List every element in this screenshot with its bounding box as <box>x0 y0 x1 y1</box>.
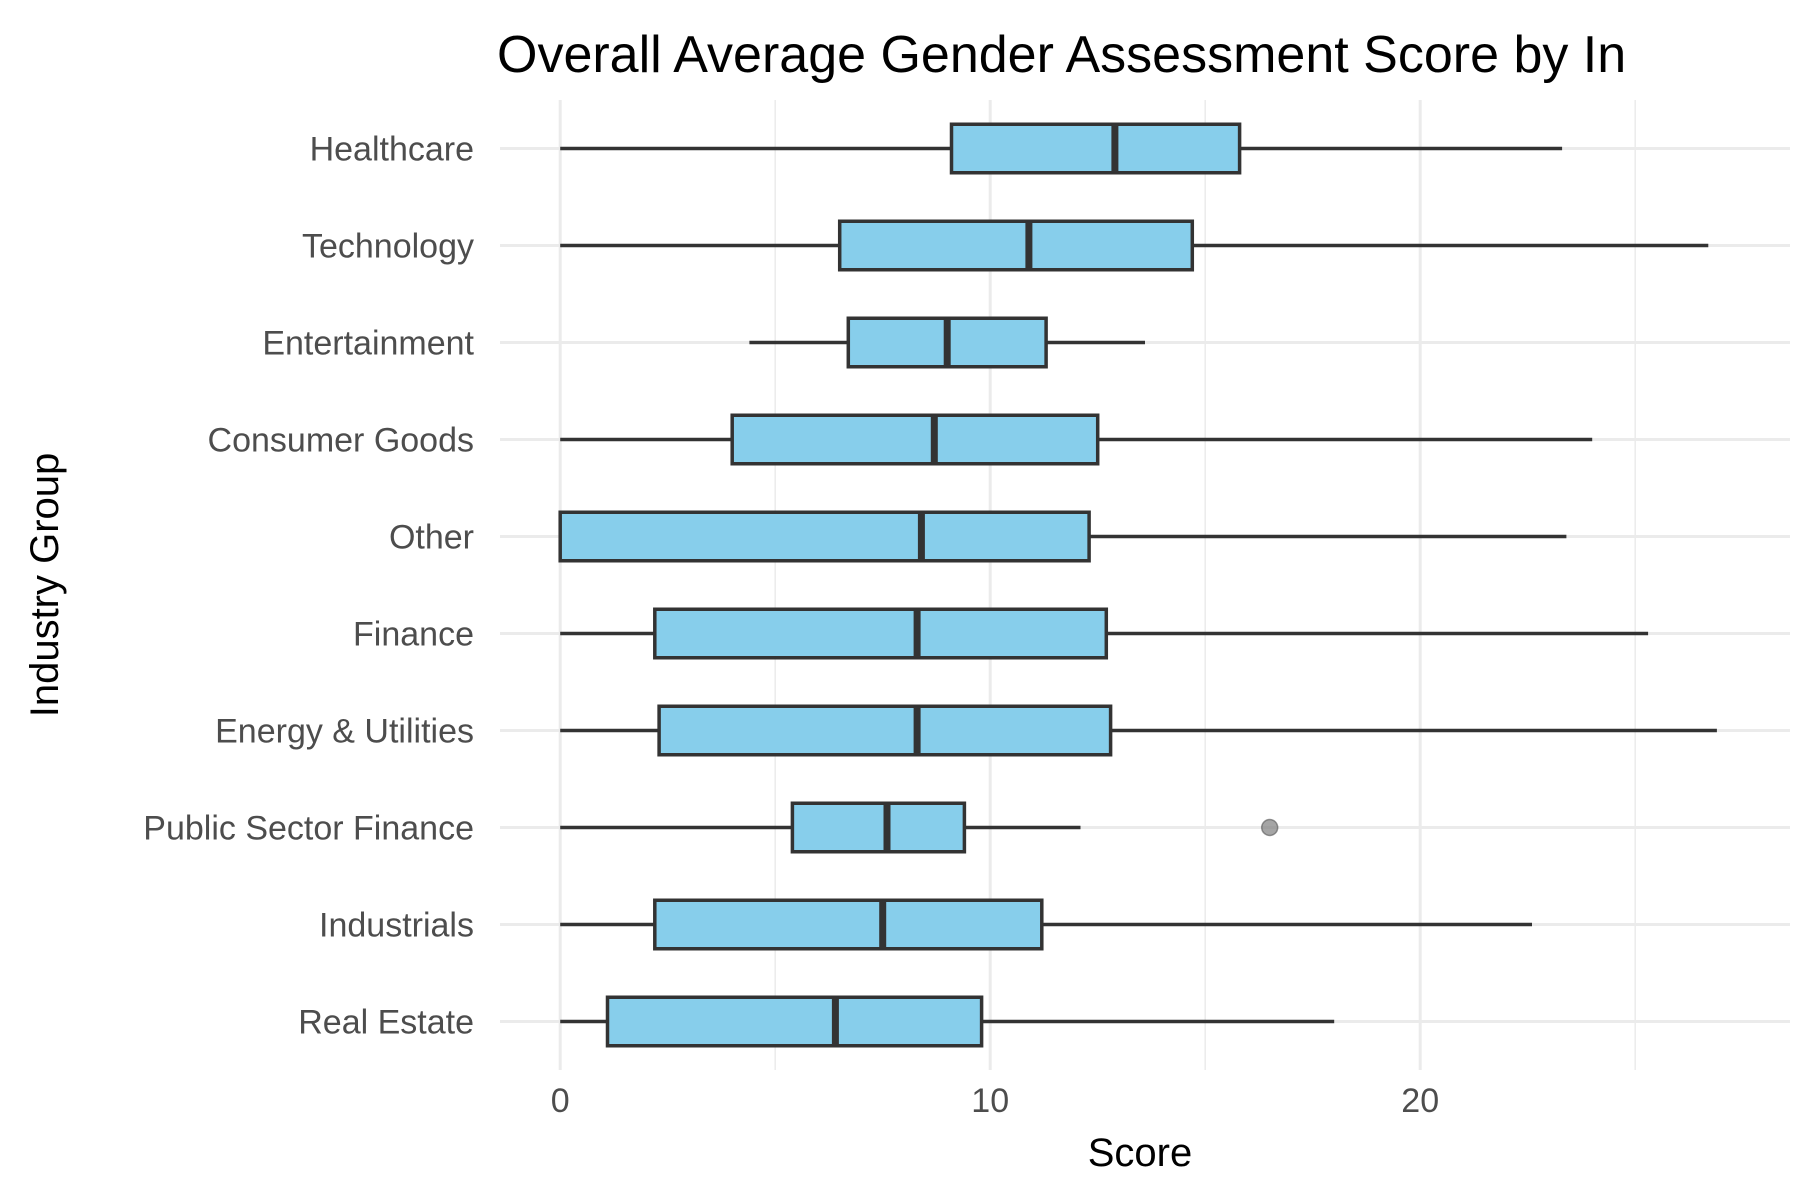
y-tick-label: Consumer Goods <box>208 422 474 460</box>
box-entertainment <box>749 316 1145 369</box>
iqr-box <box>949 122 1242 175</box>
x-axis-title: Score <box>1088 1131 1193 1175</box>
iqr-box <box>558 510 1091 563</box>
iqr-box <box>790 801 967 854</box>
y-tick-label: Entertainment <box>262 325 474 363</box>
y-tick-label: Real Estate <box>298 1004 474 1042</box>
iqr-box <box>653 607 1109 660</box>
y-axis-ticks: Healthcare Technology Entertainment Consume… <box>143 131 474 1042</box>
y-tick-label: Other <box>389 519 474 557</box>
box-industrials <box>560 898 1532 951</box>
x-axis-ticks: 0 10 20 <box>551 1082 1439 1120</box>
iqr-box <box>730 413 1100 466</box>
iqr-box <box>653 898 1044 951</box>
iqr-box <box>657 704 1113 757</box>
y-axis-title: Industry Group <box>23 453 67 718</box>
box-other <box>558 510 1567 563</box>
iqr-box <box>605 995 984 1048</box>
boxes <box>558 122 1717 1048</box>
box-energy-utilities <box>560 704 1717 757</box>
y-tick-label: Healthcare <box>310 131 474 169</box>
y-tick-label: Industrials <box>319 907 474 945</box>
iqr-box <box>837 219 1195 272</box>
x-tick-label: 10 <box>971 1082 1009 1120</box>
chart-title: Overall Average Gender Assessment Score … <box>497 26 1626 84</box>
y-tick-label: Public Sector Finance <box>143 810 474 848</box>
x-tick-label: 20 <box>1401 1082 1439 1120</box>
y-tick-label: Energy & Utilities <box>215 713 474 751</box>
outlier-point <box>1260 818 1279 837</box>
y-tick-label: Technology <box>302 228 474 266</box>
box-consumer-goods <box>560 413 1593 466</box>
x-tick-label: 0 <box>551 1082 570 1120</box>
box-real-estate <box>560 995 1335 1048</box>
y-tick-label: Finance <box>353 616 474 654</box>
box-technology <box>560 219 1709 272</box>
box-finance <box>560 607 1649 660</box>
plot-area <box>500 100 1790 1070</box>
box-healthcare <box>560 122 1563 175</box>
box-public-sector-finance <box>560 801 1279 854</box>
